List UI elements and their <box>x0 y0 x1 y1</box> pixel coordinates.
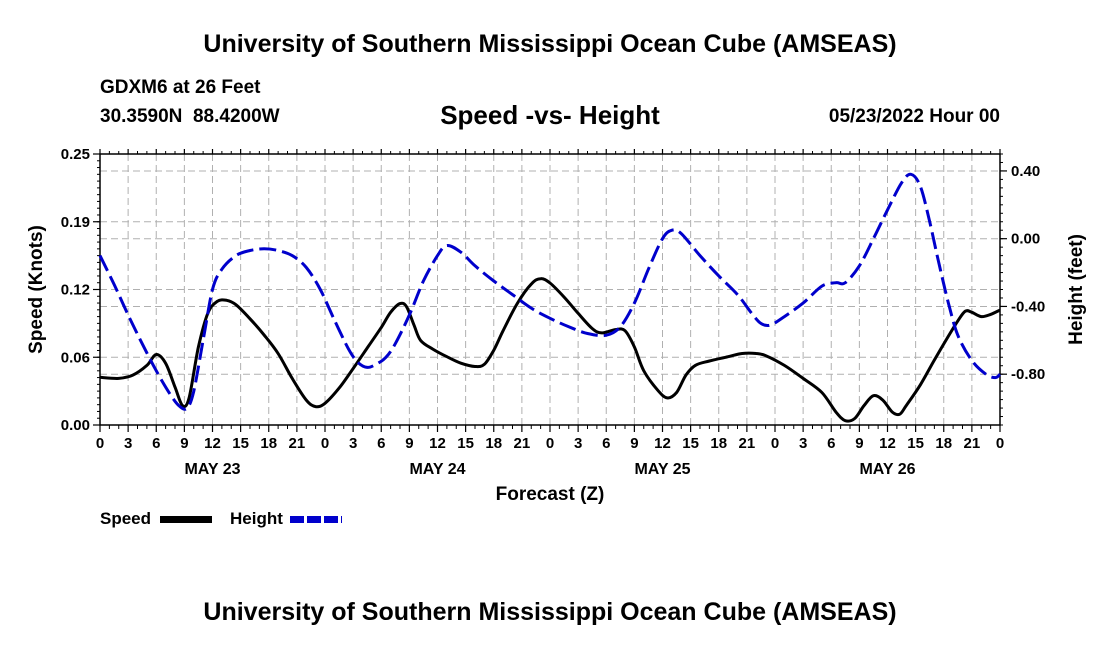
x-tick-label: 21 <box>289 435 306 452</box>
x-tick-label: 6 <box>377 435 385 452</box>
coordinates-label: 30.3590N 88.4200W <box>100 106 280 127</box>
day-label: MAY 26 <box>859 461 915 478</box>
y2-tick-label: -0.40 <box>1011 298 1045 315</box>
day-label: MAY 23 <box>184 461 240 478</box>
x-tick-label: 3 <box>799 435 807 452</box>
x-tick-label: 3 <box>124 435 132 452</box>
y2-tick-label: -0.80 <box>1011 366 1045 383</box>
x-tick-label: 6 <box>602 435 610 452</box>
day-label: MAY 24 <box>409 461 465 478</box>
x-tick-label: 15 <box>682 435 699 452</box>
y-tick-label: 0.25 <box>61 146 90 163</box>
x-tick-label: 18 <box>260 435 277 452</box>
legend-speed-swatch <box>160 516 212 523</box>
x-tick-label: 9 <box>630 435 638 452</box>
x-tick-label: 15 <box>232 435 249 452</box>
x-tick-label: 6 <box>152 435 160 452</box>
footer-title: University of Southern Mississippi Ocean… <box>203 598 897 626</box>
chart-subtitle: Speed -vs- Height <box>440 100 660 130</box>
y-tick-label: 0.00 <box>61 417 90 434</box>
x-tick-label: 21 <box>739 435 756 452</box>
y2-tick-label: 0.00 <box>1011 231 1040 248</box>
x-tick-label: 9 <box>405 435 413 452</box>
x-axis-title: Forecast (Z) <box>496 484 605 505</box>
legend-height-swatch <box>290 516 342 523</box>
y2-axis-title: Height (feet) <box>1066 234 1087 345</box>
x-tick-label: 3 <box>349 435 357 452</box>
x-tick-label: 9 <box>180 435 188 452</box>
y2-tick-label: 0.40 <box>1011 163 1040 180</box>
x-tick-label: 12 <box>429 435 446 452</box>
x-tick-label: 12 <box>204 435 221 452</box>
plot-frame <box>99 153 1001 426</box>
x-tick-label: 18 <box>935 435 952 452</box>
x-tick-label: 18 <box>710 435 727 452</box>
y-axis-title: Speed (Knots) <box>26 225 47 354</box>
station-label: GDXM6 at 26 Feet <box>100 77 261 98</box>
x-tick-label: 6 <box>827 435 835 452</box>
x-tick-label: 21 <box>964 435 981 452</box>
x-tick-label: 12 <box>879 435 896 452</box>
main-title: University of Southern Mississippi Ocean… <box>203 30 897 58</box>
x-tick-label: 0 <box>546 435 554 452</box>
x-tick-label: 0 <box>96 435 104 452</box>
x-tick-label: 0 <box>771 435 779 452</box>
y-tick-label: 0.19 <box>61 214 90 231</box>
y-tick-label: 0.12 <box>61 282 90 299</box>
x-tick-label: 15 <box>457 435 474 452</box>
legend-height-label: Height <box>230 509 283 528</box>
x-tick-label: 15 <box>907 435 924 452</box>
x-tick-label: 9 <box>855 435 863 452</box>
y-tick-label: 0.06 <box>61 349 90 366</box>
forecast-date: 05/23/2022 Hour 00 <box>828 106 1000 127</box>
series-line-speed <box>99 277 1001 423</box>
x-tick-label: 21 <box>514 435 531 452</box>
series-line-height <box>98 172 1002 411</box>
x-tick-label: 12 <box>654 435 671 452</box>
day-label: MAY 25 <box>634 461 690 478</box>
legend-speed-label: Speed <box>100 509 152 528</box>
x-tick-label: 18 <box>485 435 502 452</box>
x-tick-label: 0 <box>321 435 329 452</box>
x-tick-label: 3 <box>574 435 582 452</box>
x-tick-label: 0 <box>996 435 1004 452</box>
